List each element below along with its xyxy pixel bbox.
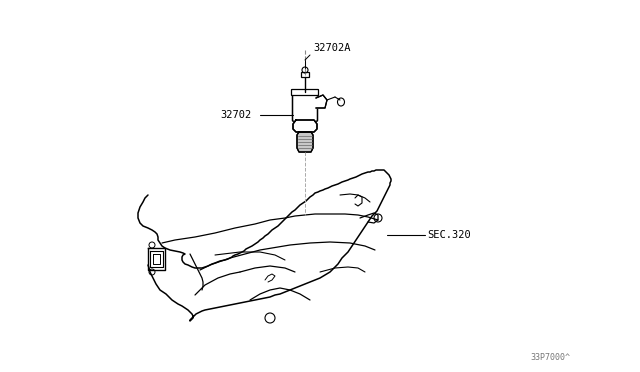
FancyBboxPatch shape — [292, 90, 317, 122]
FancyBboxPatch shape — [301, 72, 309, 77]
FancyBboxPatch shape — [291, 90, 319, 96]
Text: 32702: 32702 — [220, 110, 252, 120]
Polygon shape — [293, 120, 317, 132]
Polygon shape — [316, 95, 327, 108]
Text: 33P7000^: 33P7000^ — [530, 353, 570, 362]
Text: 32702A: 32702A — [313, 43, 351, 53]
Text: SEC.320: SEC.320 — [427, 230, 471, 240]
Polygon shape — [297, 132, 313, 152]
